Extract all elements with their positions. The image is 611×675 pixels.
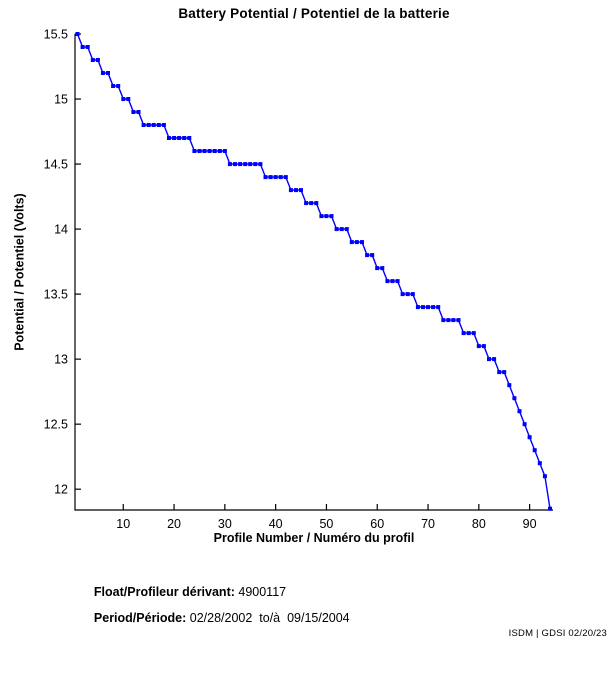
float-id-line: Float/Profileur dérivant: 4900117 — [80, 571, 286, 613]
period-line: Period/Période: 02/28/2002 to/à 09/15/20… — [80, 597, 350, 639]
svg-text:20: 20 — [167, 517, 181, 531]
axes — [74, 34, 553, 511]
period-value: 02/28/2002 to/à 09/15/2004 — [186, 611, 350, 625]
svg-text:12: 12 — [54, 483, 68, 497]
credit-watermark: ISDM | GDSI 02/20/23 — [508, 628, 607, 639]
svg-text:90: 90 — [523, 517, 537, 531]
data-series-line — [75, 32, 552, 511]
svg-text:12.5: 12.5 — [44, 418, 68, 432]
svg-text:40: 40 — [269, 517, 283, 531]
axis-ticks — [75, 33, 531, 510]
svg-text:70: 70 — [421, 517, 435, 531]
svg-text:30: 30 — [218, 517, 232, 531]
svg-text:13.5: 13.5 — [44, 288, 68, 302]
float-id-label: Float/Profileur dérivant: — [93, 585, 235, 599]
svg-text:10: 10 — [116, 517, 130, 531]
chart-title: Battery Potential / Potentiel de la batt… — [178, 6, 450, 21]
svg-text:13: 13 — [54, 353, 68, 367]
svg-text:14: 14 — [54, 223, 68, 237]
svg-text:15: 15 — [54, 93, 68, 107]
svg-text:14.5: 14.5 — [44, 158, 68, 172]
axis-tick-labels: 12 12.5 13 13.5 14 14.5 15 15.5 10 20 30 40 50 60 70 80… — [44, 28, 537, 532]
svg-text:60: 60 — [370, 517, 384, 531]
float-id-value: 4900117 — [234, 585, 287, 599]
svg-text:50: 50 — [319, 517, 333, 531]
svg-text:80: 80 — [472, 517, 486, 531]
period-label: Period/Période: — [93, 611, 187, 625]
x-axis-label: Profile Number / Numéro du profil — [213, 531, 415, 545]
svg-text:15.5: 15.5 — [44, 28, 68, 42]
